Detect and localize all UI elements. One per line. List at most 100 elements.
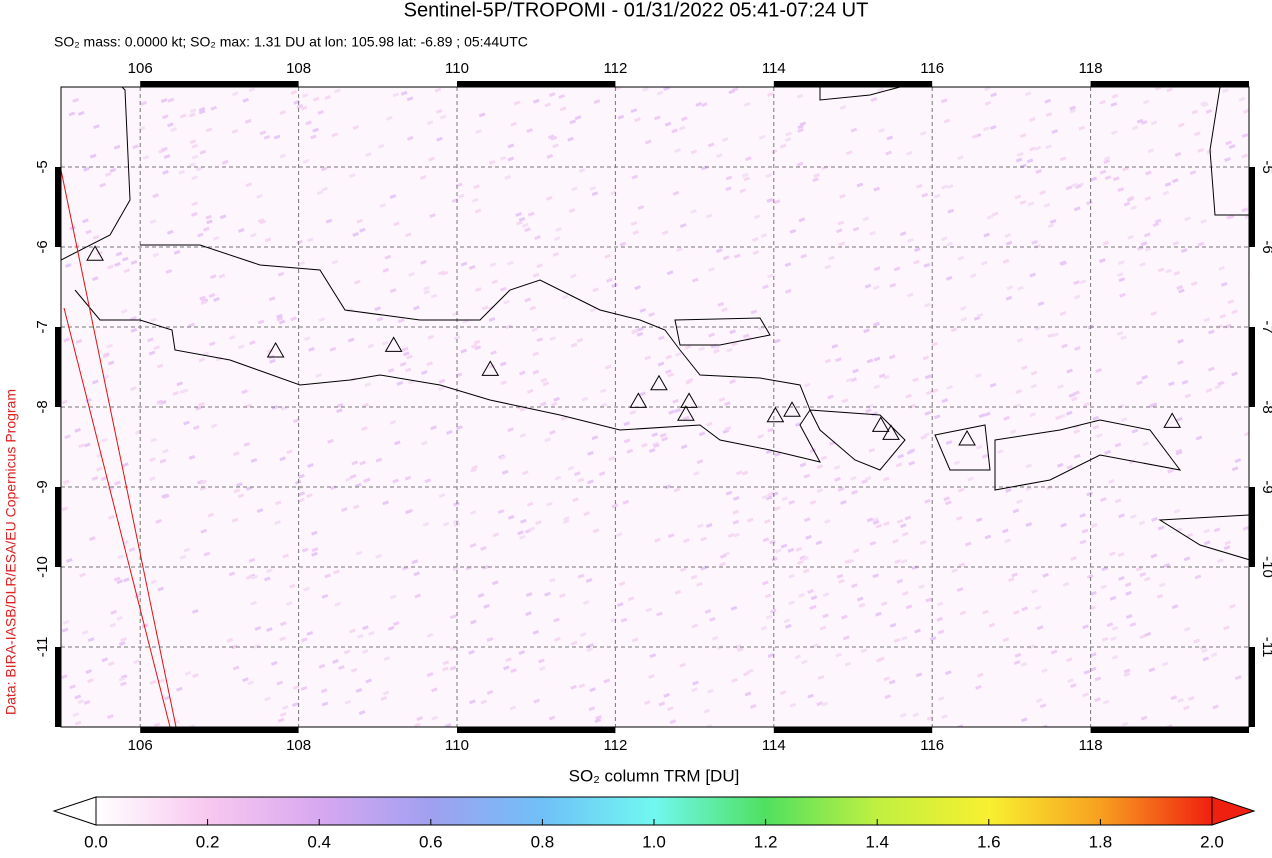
texture-pixel [975, 517, 983, 523]
texture-pixel [679, 567, 687, 572]
texture-pixel [1140, 715, 1148, 721]
texture-pixel [93, 124, 100, 130]
texture-pixel [1172, 178, 1179, 184]
y-tick-label: -7 [34, 320, 51, 333]
texture-pixel [623, 421, 631, 427]
texture-pixel [318, 317, 326, 322]
texture-pixel [406, 96, 414, 102]
texture-pixel [1051, 129, 1059, 134]
texture-pixel [521, 222, 529, 228]
texture-pixel [872, 285, 880, 291]
texture-pixel [362, 625, 369, 631]
texture-pixel [562, 519, 570, 525]
texture-pixel [183, 547, 191, 553]
texture-pixel [404, 367, 412, 373]
texture-pixel [697, 523, 704, 529]
texture-pixel [334, 88, 341, 94]
texture-pixel [361, 426, 368, 432]
texture-pixel [507, 143, 515, 149]
texture-pixel [604, 253, 611, 259]
texture-pixel [279, 712, 287, 717]
texture-pixel [837, 220, 845, 226]
texture-pixel [707, 142, 715, 148]
texture-pixel [156, 363, 164, 369]
texture-pixel [767, 491, 774, 497]
texture-pixel [219, 214, 227, 220]
texture-pixel [1002, 528, 1009, 534]
texture-pixel [460, 261, 468, 267]
texture-pixel [760, 625, 768, 631]
texture-pixel [915, 672, 923, 678]
texture-pixel [871, 411, 878, 417]
texture-pixel [579, 632, 587, 637]
texture-pixel [529, 305, 537, 311]
texture-pixel [1166, 87, 1173, 93]
texture-pixel [85, 229, 92, 235]
texture-pixel [231, 91, 239, 97]
texture-pixel [1148, 667, 1156, 673]
texture-pixel [548, 577, 556, 583]
texture-pixel [404, 475, 412, 481]
texture-pixel [1129, 622, 1137, 628]
texture-pixel [453, 335, 461, 341]
texture-pixel [161, 146, 168, 152]
texture-pixel [1224, 157, 1231, 162]
texture-pixel [761, 494, 769, 500]
texture-pixel [850, 127, 858, 133]
texture-pixel [1045, 144, 1052, 150]
texture-pixel [1158, 582, 1166, 588]
texture-pixel [682, 415, 690, 421]
frame-bars [55, 81, 1255, 733]
texture-pixel [634, 285, 641, 291]
texture-pixel [816, 488, 824, 494]
texture-pixel [1154, 218, 1162, 224]
texture-pixel [191, 211, 198, 217]
texture-pixel [497, 509, 505, 515]
texture-pixel [1167, 468, 1174, 474]
texture-pixel [200, 479, 208, 485]
texture-pixel [160, 400, 167, 405]
texture-pixel [1200, 101, 1207, 106]
texture-pixel [1227, 299, 1235, 305]
texture-pixel [656, 90, 664, 96]
texture-pixel [533, 698, 541, 704]
texture-pixel [307, 463, 314, 468]
texture-pixel [1117, 403, 1125, 409]
texture-pixel [1130, 514, 1137, 520]
texture-pixel [653, 115, 661, 121]
texture-pixel [77, 699, 85, 704]
texture-pixel [333, 569, 340, 575]
texture-pixel [598, 471, 606, 477]
y-tick-label: -6 [1259, 240, 1272, 253]
texture-pixel [140, 100, 147, 106]
texture-pixel [408, 272, 415, 277]
texture-pixel [639, 307, 647, 313]
texture-pixel [632, 230, 640, 235]
texture-pixel [884, 694, 892, 700]
texture-pixel [296, 104, 304, 109]
texture-pixel [237, 344, 245, 350]
texture-pixel [1186, 532, 1194, 538]
texture-pixel [1030, 370, 1038, 376]
texture-pixel [960, 316, 968, 322]
texture-pixel [161, 114, 169, 120]
texture-pixel [1140, 120, 1148, 125]
texture-pixel [113, 576, 121, 582]
texture-pixel [130, 327, 138, 333]
texture-pixel [312, 127, 319, 133]
texture-pixel [420, 259, 427, 265]
texture-pixel [199, 149, 207, 155]
texture-pixel [1025, 522, 1033, 527]
texture-pixel [773, 199, 781, 205]
texture-pixel [468, 649, 475, 655]
texture-pixel [519, 534, 526, 540]
texture-pixel [888, 354, 896, 360]
texture-pixel [1156, 593, 1164, 599]
texture-pixel [713, 348, 720, 354]
texture-pixel [456, 425, 463, 431]
colorbar-tick-label: 1.0 [642, 832, 666, 851]
y-tick-label: -6 [34, 240, 51, 253]
texture-pixel [1042, 572, 1049, 578]
texture-pixel [1090, 176, 1098, 182]
texture-pixel [545, 195, 553, 201]
